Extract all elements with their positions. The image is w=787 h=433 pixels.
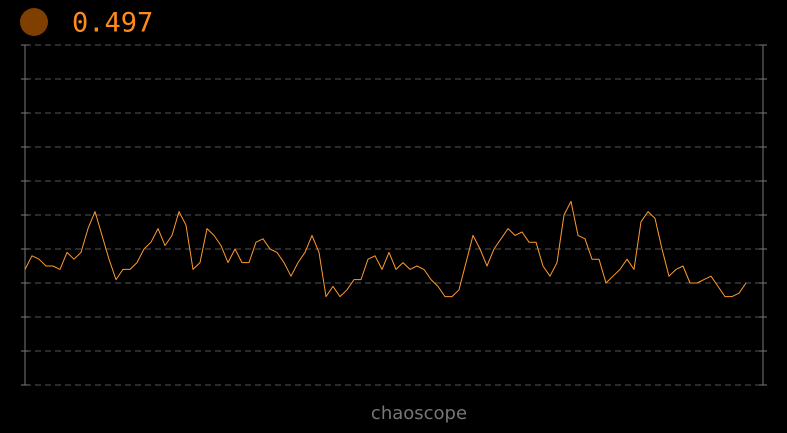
status-dot bbox=[20, 8, 48, 36]
signal-line bbox=[24, 200, 747, 298]
footer-label: chaoscope bbox=[371, 403, 467, 424]
value-readout: 0.497 bbox=[72, 8, 153, 39]
